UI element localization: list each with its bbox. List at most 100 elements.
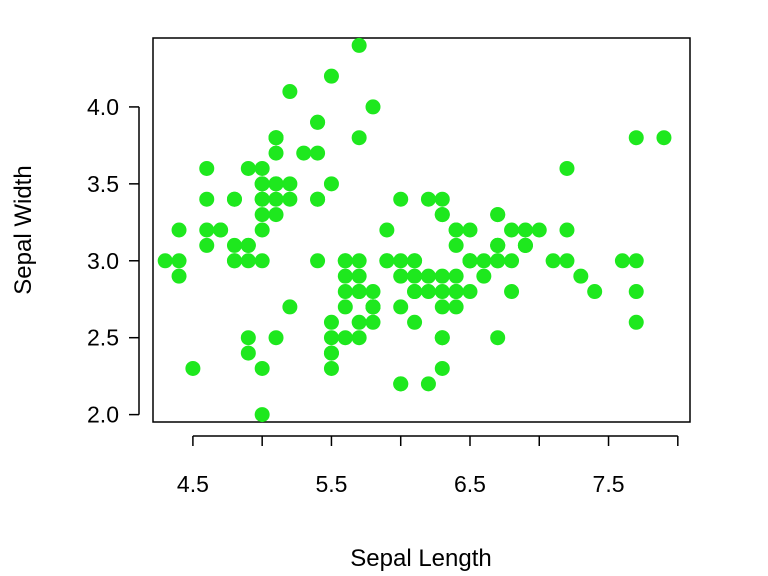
data-point: [240, 330, 256, 346]
data-point: [323, 360, 339, 376]
data-point: [434, 330, 450, 346]
data-point: [614, 253, 630, 269]
data-point: [407, 253, 423, 269]
data-point: [448, 268, 464, 284]
data-point: [351, 314, 367, 330]
data-point: [323, 330, 339, 346]
data-point: [351, 37, 367, 53]
data-point: [420, 284, 436, 300]
data-point: [268, 207, 284, 223]
data-point: [573, 268, 589, 284]
data-point: [185, 360, 201, 376]
data-point: [282, 191, 298, 207]
data-point: [393, 299, 409, 315]
data-point: [254, 253, 270, 269]
data-point: [282, 176, 298, 192]
data-point: [420, 376, 436, 392]
data-point: [434, 360, 450, 376]
data-point: [323, 345, 339, 361]
data-point: [434, 191, 450, 207]
y-tick-label: 4.0: [87, 94, 119, 120]
data-point: [310, 191, 326, 207]
data-point: [240, 160, 256, 176]
data-point: [254, 407, 270, 423]
data-point: [337, 253, 353, 269]
data-point: [199, 237, 215, 253]
data-point: [171, 222, 187, 238]
data-point: [448, 222, 464, 238]
data-point: [531, 222, 547, 238]
data-point: [628, 314, 644, 330]
y-tick-label: 3.5: [87, 171, 119, 197]
x-tick-label: 6.5: [454, 471, 486, 497]
data-point: [351, 330, 367, 346]
x-axis-title: Sepal Length: [350, 545, 491, 572]
data-point: [323, 314, 339, 330]
data-point: [656, 130, 672, 146]
data-point: [268, 145, 284, 161]
data-point: [407, 268, 423, 284]
data-point: [351, 284, 367, 300]
data-point: [587, 284, 603, 300]
data-point: [171, 253, 187, 269]
data-point: [434, 268, 450, 284]
data-point: [323, 176, 339, 192]
data-point: [351, 268, 367, 284]
data-point: [393, 268, 409, 284]
data-point: [226, 237, 242, 253]
x-tick-label: 4.5: [177, 471, 209, 497]
data-point: [171, 268, 187, 284]
data-point: [490, 237, 506, 253]
data-point: [199, 191, 215, 207]
data-point: [559, 222, 575, 238]
data-point: [434, 207, 450, 223]
data-point: [240, 237, 256, 253]
data-point: [504, 222, 520, 238]
y-axis-title: Sepal Width: [10, 165, 37, 294]
data-point: [226, 253, 242, 269]
data-point: [365, 99, 381, 115]
data-point: [420, 191, 436, 207]
data-point: [337, 268, 353, 284]
data-point: [407, 314, 423, 330]
data-point: [559, 160, 575, 176]
y-axis: 2.0 2.5 3.0 3.5 4.0: [87, 94, 140, 428]
data-point: [379, 253, 395, 269]
data-point: [434, 299, 450, 315]
data-point: [268, 130, 284, 146]
data-point: [254, 176, 270, 192]
data-point: [365, 299, 381, 315]
x-axis: 4.5 5.5 6.5 7.5: [177, 435, 679, 497]
data-point: [310, 253, 326, 269]
y-tick-label: 3.0: [87, 248, 119, 274]
data-point: [337, 299, 353, 315]
y-tick-label: 2.0: [87, 402, 119, 428]
data-point: [213, 222, 229, 238]
data-point: [254, 207, 270, 223]
data-point: [462, 222, 478, 238]
data-point: [559, 253, 575, 269]
data-point: [448, 284, 464, 300]
data-point: [462, 284, 478, 300]
data-point: [517, 237, 533, 253]
data-point: [393, 191, 409, 207]
data-point: [323, 68, 339, 84]
data-point: [157, 253, 173, 269]
x-tick-label: 7.5: [593, 471, 625, 497]
data-point: [628, 253, 644, 269]
data-point: [268, 330, 284, 346]
data-point: [462, 253, 478, 269]
data-point: [254, 360, 270, 376]
data-point: [351, 253, 367, 269]
data-point: [490, 253, 506, 269]
data-point: [379, 222, 395, 238]
data-point: [337, 330, 353, 346]
data-point: [365, 284, 381, 300]
data-point: [365, 314, 381, 330]
data-point: [628, 284, 644, 300]
data-point: [254, 222, 270, 238]
data-point: [628, 130, 644, 146]
data-point: [420, 268, 436, 284]
data-point: [490, 330, 506, 346]
